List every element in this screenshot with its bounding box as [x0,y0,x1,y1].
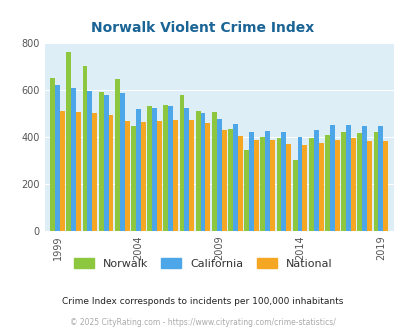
Bar [50,78,55,231]
Bar [205,123,210,231]
Bar [308,138,313,231]
Bar [92,114,97,231]
Text: © 2025 CityRating.com - https://www.cityrating.com/crime-statistics/: © 2025 CityRating.com - https://www.city… [70,318,335,327]
Bar [147,106,152,231]
Bar [119,93,124,231]
Bar [98,92,103,231]
Bar [313,130,318,231]
Bar [115,79,119,231]
Bar [141,122,145,231]
Bar [55,85,60,231]
Bar [318,143,323,231]
Bar [341,132,345,231]
Bar [356,133,361,231]
Bar [87,91,92,231]
Text: Norwalk Violent Crime Index: Norwalk Violent Crime Index [91,21,314,35]
Bar [83,66,87,231]
Bar [184,108,189,231]
Bar [361,126,366,231]
Bar [249,132,254,231]
Bar [350,138,355,231]
Bar [152,108,157,231]
Bar [382,142,387,231]
Bar [366,142,371,231]
Bar [373,132,377,231]
Bar [66,52,71,231]
Bar [377,126,382,231]
Bar [163,105,168,231]
Bar [76,112,81,231]
Bar [254,140,258,231]
Bar [334,140,339,231]
Bar [136,109,141,231]
Bar [244,150,249,231]
Bar [216,119,221,231]
Bar [168,106,173,231]
Bar [302,145,307,231]
Bar [179,95,184,231]
Bar [329,125,334,231]
Bar [281,132,286,231]
Bar [345,125,350,231]
Bar [189,120,194,231]
Bar [276,138,281,231]
Bar [108,115,113,231]
Bar [221,130,226,231]
Bar [71,87,76,231]
Bar [292,160,297,231]
Bar [228,129,232,231]
Legend: Norwalk, California, National: Norwalk, California, National [69,254,336,273]
Bar [269,140,274,231]
Bar [297,137,302,231]
Bar [324,135,329,231]
Bar [200,114,205,231]
Bar [60,111,65,231]
Bar [124,121,129,231]
Bar [103,95,108,231]
Bar [195,111,200,231]
Bar [211,112,216,231]
Bar [232,124,237,231]
Bar [157,121,162,231]
Bar [286,145,290,231]
Bar [237,136,242,231]
Bar [264,131,269,231]
Text: Crime Index corresponds to incidents per 100,000 inhabitants: Crime Index corresponds to incidents per… [62,297,343,307]
Bar [173,120,177,231]
Bar [131,126,136,231]
Bar [260,137,264,231]
